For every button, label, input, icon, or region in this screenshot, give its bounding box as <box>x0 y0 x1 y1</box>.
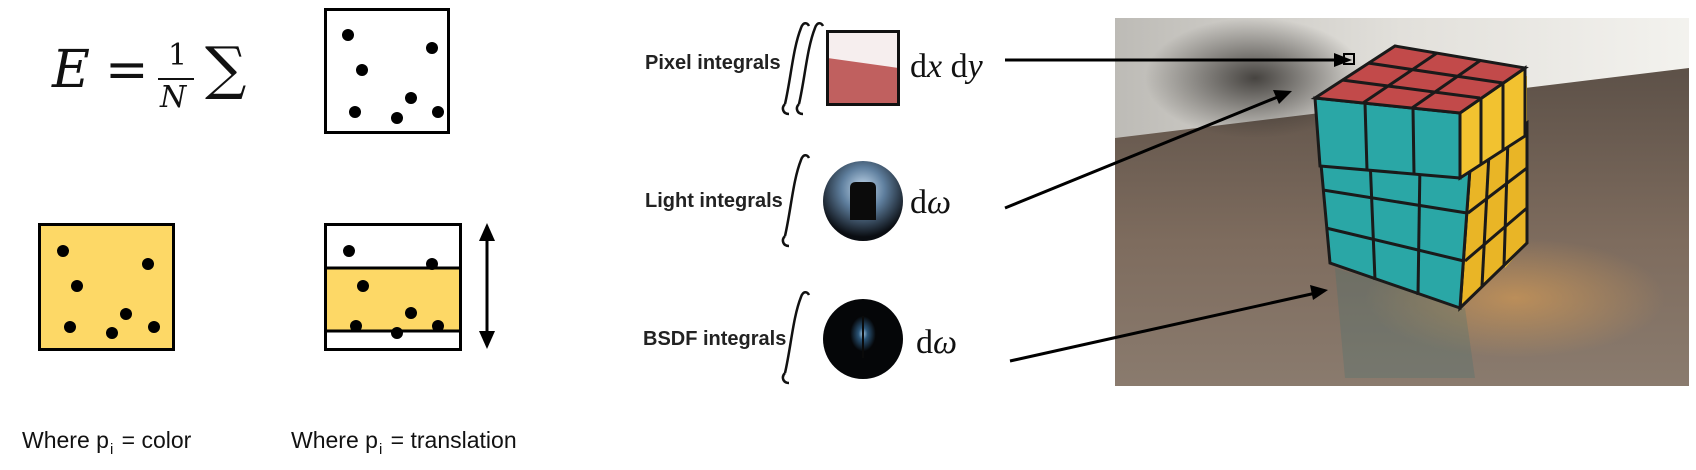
sample-dot <box>64 321 76 333</box>
label-light-integrals: Light integrals <box>645 190 783 212</box>
sample-dot <box>350 320 362 332</box>
sample-dot <box>343 245 355 257</box>
measure-domega-light: dω <box>910 184 952 221</box>
double-integral-sign <box>781 22 825 116</box>
rendered-scene <box>1115 18 1689 386</box>
sample-dot <box>426 42 438 54</box>
sample-dot <box>106 327 118 339</box>
sample-dot <box>405 92 417 104</box>
sample-box-translation <box>324 223 495 351</box>
sample-dot <box>120 308 132 320</box>
sample-dot <box>432 106 444 118</box>
integral-sign <box>781 291 811 385</box>
formula-denominator: N <box>160 80 187 115</box>
sample-dot <box>342 29 354 41</box>
caption-translation: Where pi = translation <box>291 427 517 458</box>
integral-sign <box>781 154 811 248</box>
sample-dot <box>405 307 417 319</box>
sample-dot <box>71 280 83 292</box>
sample-dot <box>357 280 369 292</box>
sample-dot <box>148 321 160 333</box>
sample-dot <box>57 245 69 257</box>
label-pixel-integrals: Pixel integrals <box>645 52 781 74</box>
formula-numerator: 1 <box>168 38 188 73</box>
sample-dot <box>391 112 403 124</box>
arrow-light <box>1004 90 1292 210</box>
caption-color: Where pi = color <box>22 427 192 458</box>
estimator-formula: E = 1 N ∑ <box>50 30 290 120</box>
measure-domega-bsdf: dω <box>916 324 958 361</box>
sample-dot <box>349 106 361 118</box>
sample-dot <box>356 64 368 76</box>
measure-dxdy: dx dy <box>910 48 983 85</box>
sample-box-color <box>38 223 175 351</box>
double-arrow <box>479 223 495 349</box>
sample-box-plain <box>324 8 450 134</box>
arrow-bsdf <box>1009 285 1328 363</box>
bsdf-lobe-icon <box>823 299 903 379</box>
sample-dot <box>432 320 444 332</box>
yellow-band <box>324 266 462 333</box>
sample-dot <box>391 327 403 339</box>
label-bsdf-integrals: BSDF integrals <box>643 328 787 350</box>
arrow-pixel <box>1005 53 1352 67</box>
formula-sum: ∑ <box>205 34 247 102</box>
fraction-bar <box>158 78 194 80</box>
pixel-square-icon <box>826 30 900 106</box>
light-hemisphere-icon <box>823 161 903 241</box>
formula-equals: = <box>105 40 149 100</box>
formula-lhs: E <box>52 40 90 100</box>
sample-dot <box>426 258 438 270</box>
sample-dot <box>142 258 154 270</box>
